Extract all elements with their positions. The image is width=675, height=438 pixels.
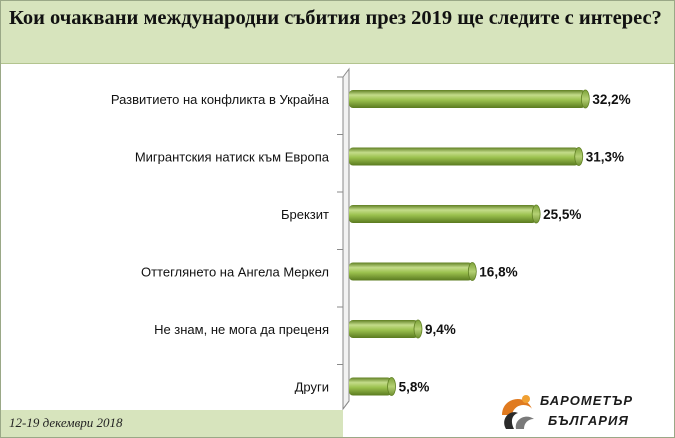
bar-body [349,320,418,338]
data-label: 9,4% [425,322,456,337]
category-label: Развитието на конфликта в Украйна [111,92,330,107]
bar [349,147,584,166]
category-label: Мигрантския натиск към Европа [135,150,330,165]
bar-cap [387,377,396,396]
bar [349,262,477,281]
category-label: Брекзит [281,207,329,222]
chart-title: Кои очаквани международни събития през 2… [9,7,662,29]
category-label: Оттеглянето на Ангела Меркел [141,265,329,280]
axis-floor-edge [342,400,350,410]
data-label: 25,5% [543,207,581,222]
bar-cap [574,147,584,166]
data-label: 16,8% [479,265,517,280]
barometer-bulgaria-logo: БАРОМЕТЪР БЪЛГАРИЯ [502,393,633,429]
bar [349,204,541,224]
bar-cap [413,319,423,339]
category-label: Не знам, не мога да преценя [154,322,329,337]
bar [349,377,396,396]
category-label: Други [295,380,329,395]
header-band: Кои очаквани международни събития през 2… [1,1,674,64]
bar-body [349,205,537,223]
category-axis-wall [342,67,350,411]
bar-cap [580,89,590,109]
data-label: 5,8% [399,380,430,395]
survey-date: 12-19 декември 2018 [9,415,123,430]
bar-cap [467,262,477,281]
bar-body [349,262,473,281]
logo-text-line2: БЪЛГАРИЯ [548,413,629,428]
logo-emblem-icon [502,395,534,429]
logo-text-line1: БАРОМЕТЪР [540,393,633,408]
bar-body [349,377,392,396]
bar-cap [531,204,541,224]
bar [349,89,590,109]
data-label: 32,2% [592,92,630,107]
footer-date-bar: 12-19 декември 2018 [1,410,343,437]
data-label: 31,3% [586,150,624,165]
bar-body [349,90,586,108]
bar [349,319,423,339]
bar-body [349,147,579,166]
